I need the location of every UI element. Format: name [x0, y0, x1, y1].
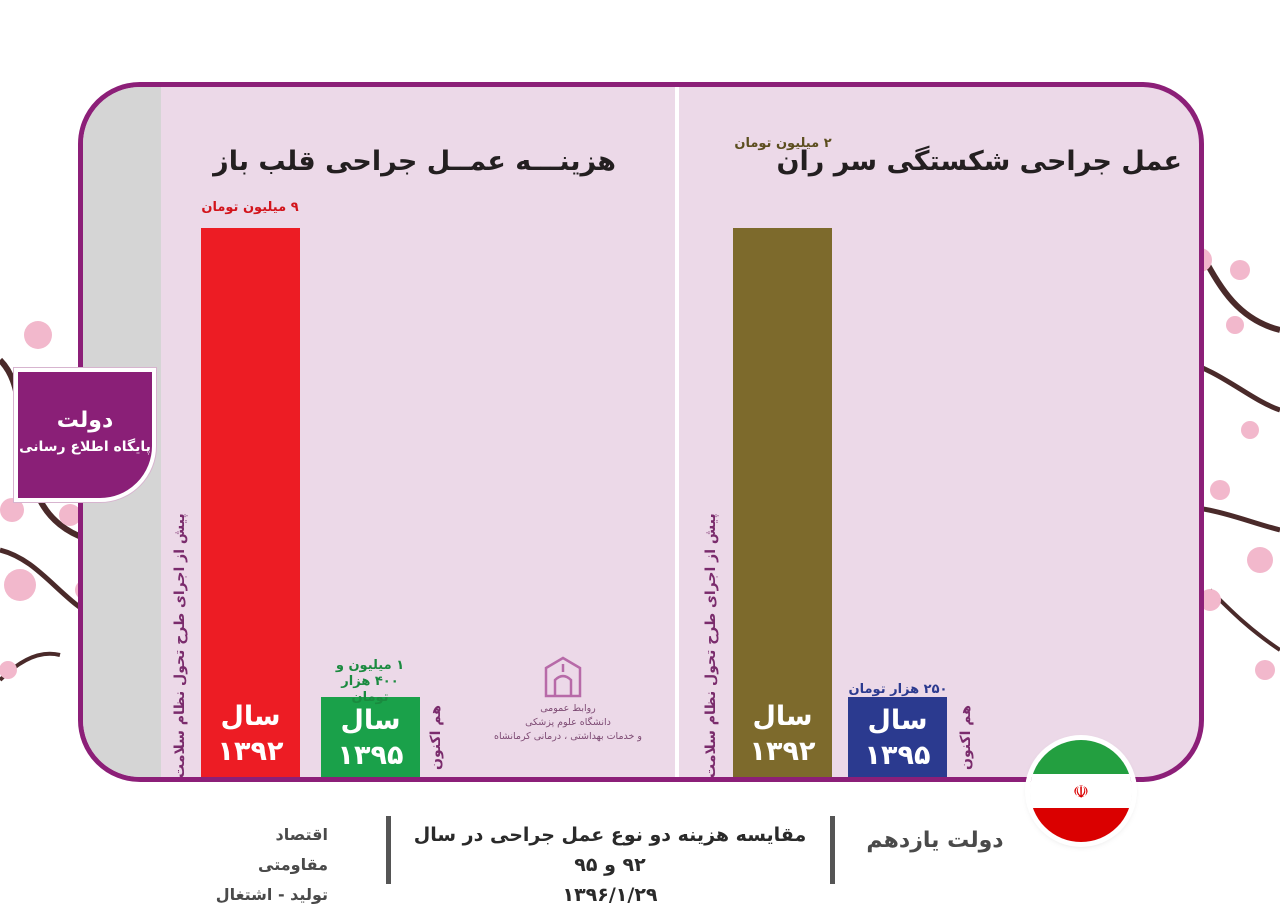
university-logo-icon [544, 656, 582, 698]
footer-center: مقایسه هزینه دو نوع عمل جراحی در سال ۹۲ … [400, 820, 820, 910]
footer-divider-right [830, 816, 835, 884]
panel-divider [675, 87, 679, 777]
now-label-open-heart: هم اکنون [428, 705, 444, 770]
chart-title-open-heart: هزینـــه عمــل جراحی قلب باز [213, 146, 616, 177]
value-label-open-heart-1392: ۹ میلیون تومان [201, 200, 299, 215]
axis-label-hip: پیش از اجرای طرح تحول نظام سلامت [703, 513, 719, 778]
bar-chart1-1 [848, 697, 947, 777]
year-word: سال [867, 705, 928, 736]
bar-text-hip-1395: سال ۱۳۹۵ [848, 704, 947, 774]
chart-frame [78, 82, 1204, 782]
footer-center-line1: مقایسه هزینه دو نوع عمل جراحی در سال ۹۲ … [413, 824, 807, 876]
year-number: ۱۳۹۵ [337, 740, 404, 771]
footer-right: دولت یازدهم [866, 828, 1004, 853]
university-line3: و خدمات بهداشتی ، درمانی کرمانشاه [493, 731, 643, 742]
year-number: ۱۳۹۲ [749, 736, 816, 767]
bar-text-open-heart-1395: سال ۱۳۹۵ [321, 704, 420, 774]
axis-label-open-heart: پیش از اجرای طرح تحول نظام سلامت [172, 513, 188, 778]
footer-left: اقتصاد مقاومتی تولید - اشتغال [200, 820, 328, 910]
value-label-hip-1392: ۲ میلیون تومان [734, 136, 832, 151]
logo-line2: پایگاه اطلاع رسانی [19, 439, 151, 455]
iran-flag-icon: ☫ [1030, 740, 1132, 842]
bar-text-hip-1392: سال ۱۳۹۲ [733, 700, 832, 770]
bar-chart0-1 [321, 697, 420, 777]
year-number: ۱۳۹۲ [217, 736, 284, 767]
footer-center-line2: ۱۳۹۶/۱/۲۹ [562, 884, 658, 906]
bars-canvas [201, 228, 947, 777]
footer-left-line2: تولید - اشتغال [215, 885, 328, 904]
value-label-hip-1395: ۲۵۰ هزار تومان [848, 682, 948, 697]
footer-left-line1: اقتصاد مقاومتی [258, 825, 328, 874]
year-word: سال [752, 701, 813, 732]
now-label-hip: هم اکنون [958, 705, 974, 770]
university-line2: دانشگاه علوم پزشکی [525, 717, 611, 728]
dolat-logo: دولت پایگاه اطلاع رسانی [14, 368, 156, 502]
chart-title-hip-fracture: عمل جراحی شکستگی سر ران [776, 146, 1183, 177]
bar-chart1-0 [733, 228, 832, 777]
logo-line1: دولت [56, 408, 114, 433]
year-word: سال [220, 701, 281, 732]
university-text: روابط عمومی دانشگاه علوم پزشکی و خدمات ب… [478, 702, 658, 744]
value-label-open-heart-1395: ۱ میلیون و ۴۰۰ هزار تومان [335, 658, 405, 705]
bar-text-open-heart-1392: سال ۱۳۹۲ [201, 700, 300, 770]
university-line1: روابط عمومی [540, 703, 596, 714]
year-word: سال [340, 705, 401, 736]
footer-divider-left [386, 816, 391, 884]
year-number: ۱۳۹۵ [864, 740, 931, 771]
bar-chart0-0 [201, 228, 300, 777]
